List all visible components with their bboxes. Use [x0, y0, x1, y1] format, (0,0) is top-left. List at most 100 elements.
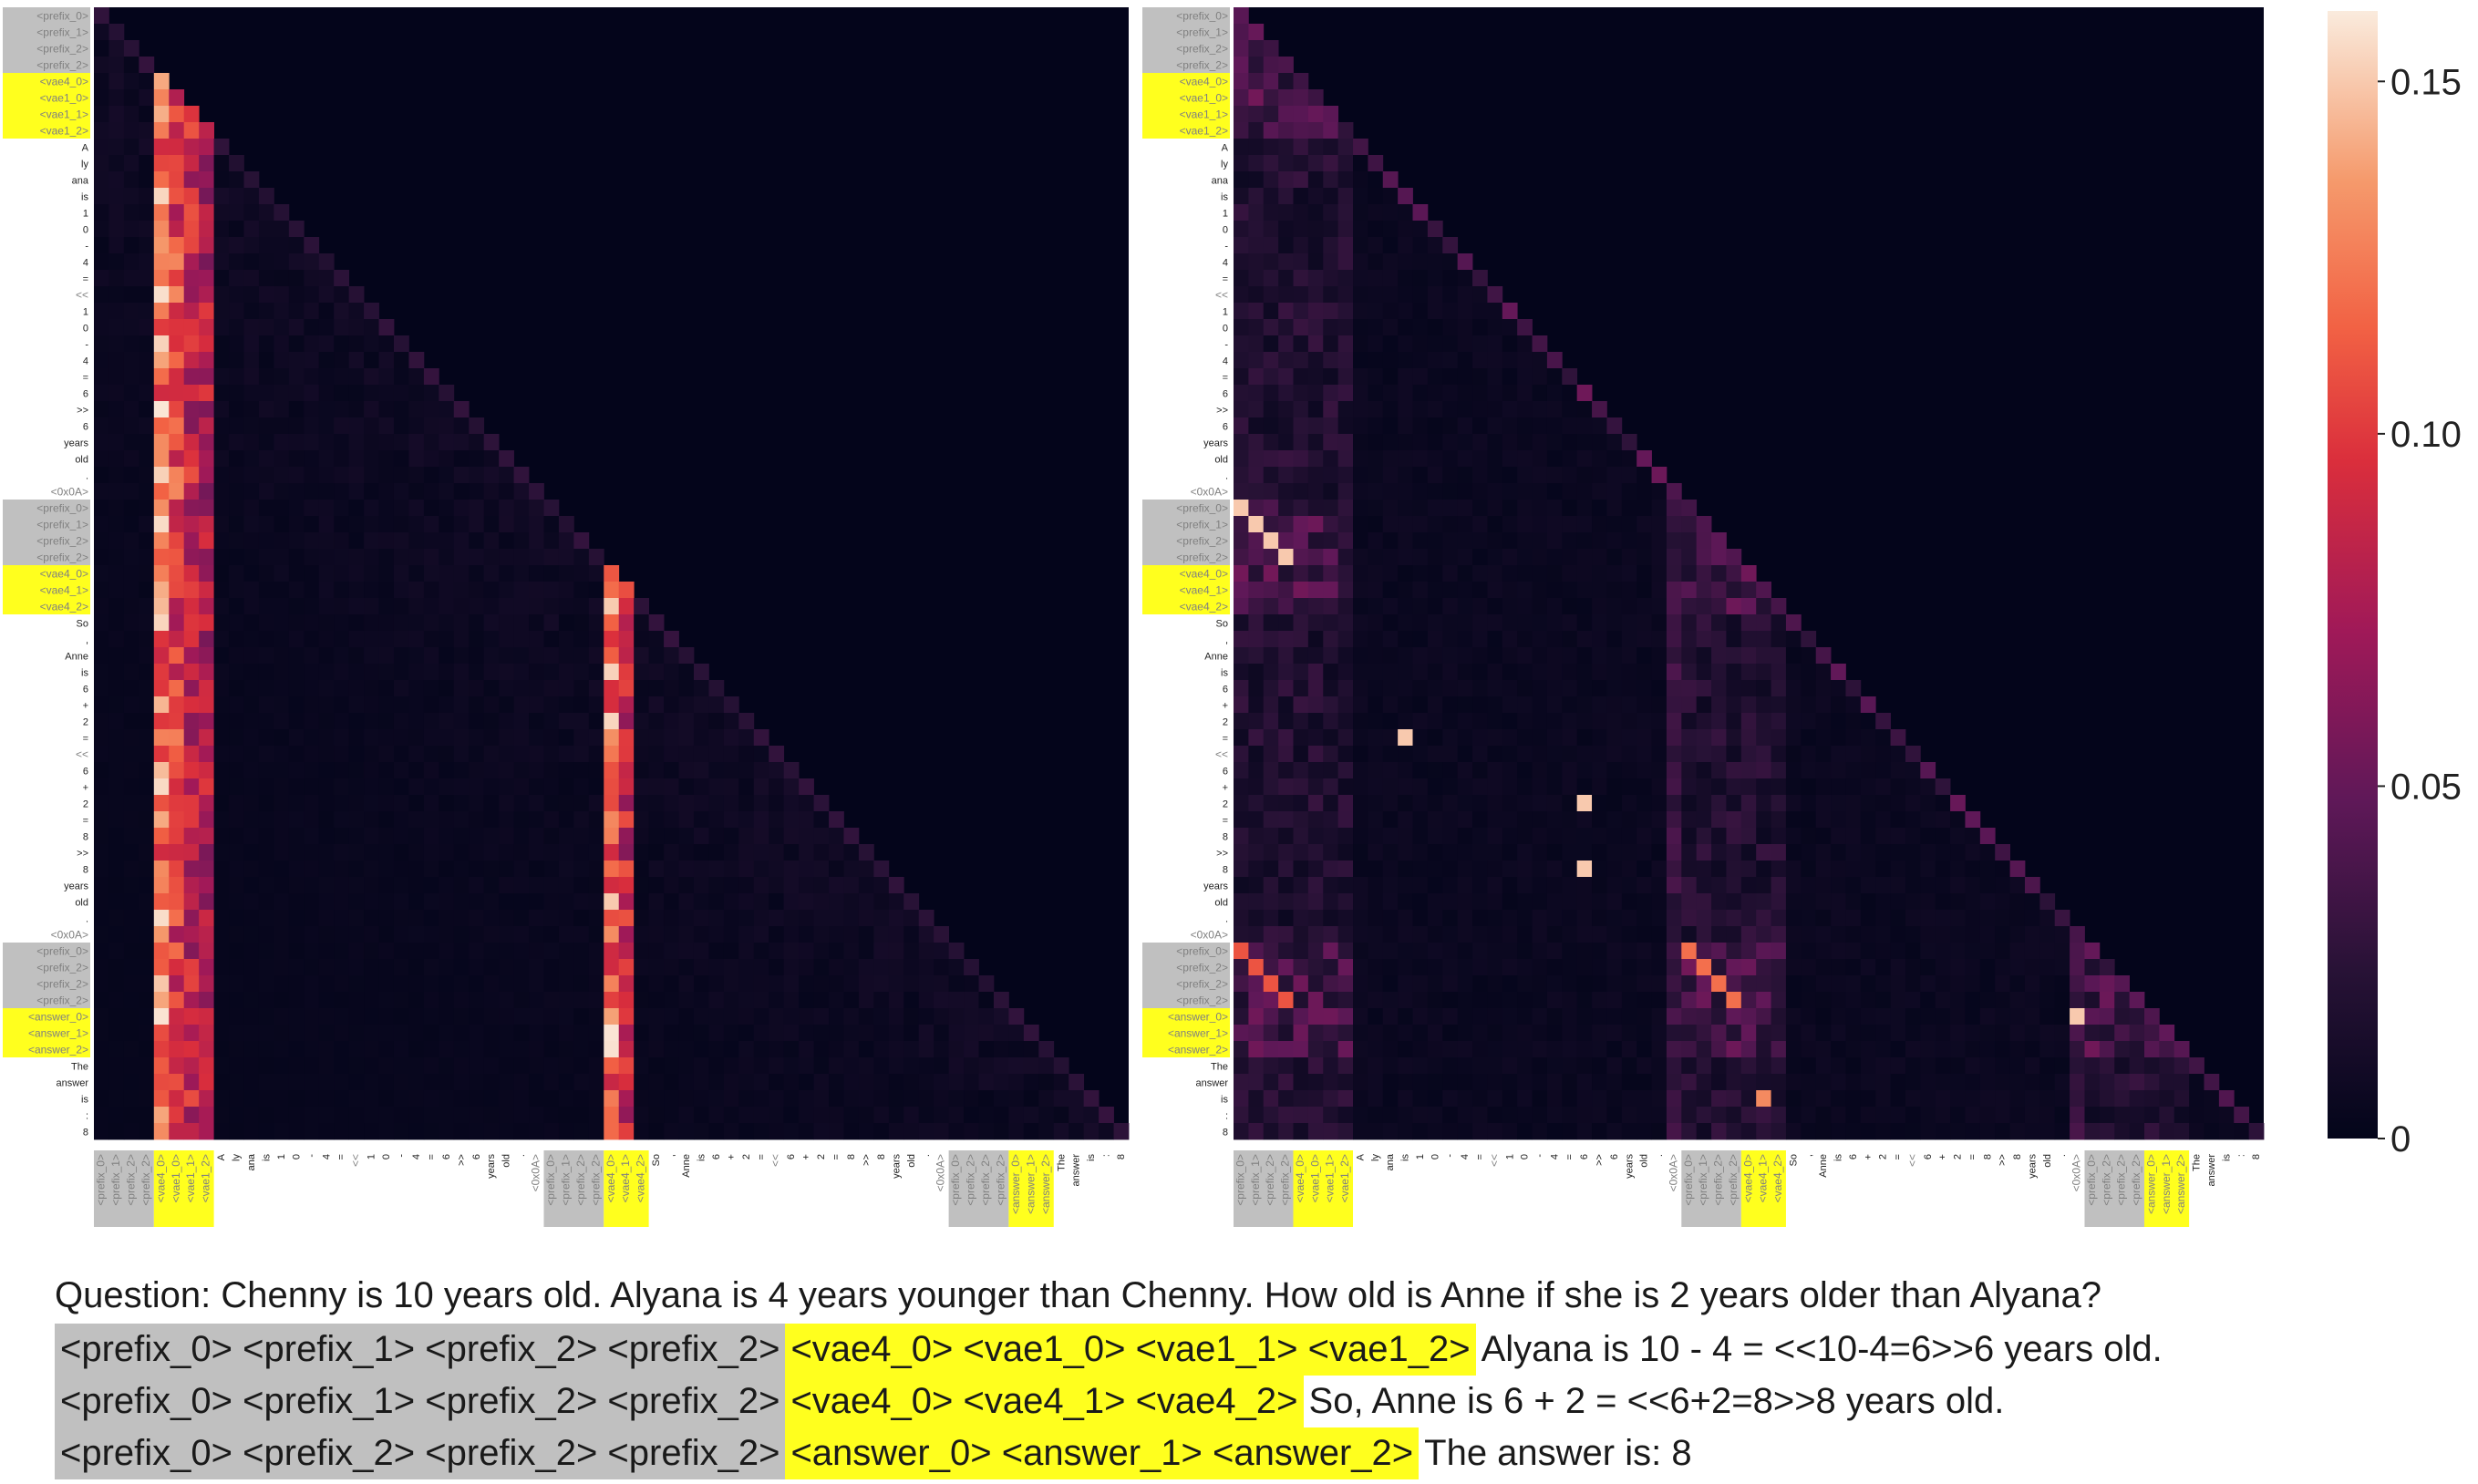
- heatmap-cell: [1637, 1074, 1652, 1091]
- heatmap-cell: [888, 1123, 904, 1140]
- heatmap-cell: [453, 1123, 470, 1140]
- heatmap-cell: [1517, 713, 1533, 730]
- heatmap-cell: [2009, 1025, 2026, 1042]
- heatmap-cell: [288, 483, 305, 500]
- heatmap-cell: [1382, 188, 1399, 205]
- heatmap-cell: [499, 778, 514, 796]
- heatmap-cell: [1666, 975, 1682, 993]
- heatmap-cell: [123, 40, 139, 57]
- heatmap-cell: [1472, 696, 1488, 714]
- heatmap-cell: [1053, 1074, 1069, 1091]
- heatmap-cell: [1472, 598, 1488, 615]
- heatmap-cell: [1427, 467, 1443, 484]
- heatmap-cell: [1801, 1090, 1817, 1108]
- heatmap-cell: [169, 303, 185, 320]
- heatmap-cell: [318, 253, 335, 271]
- heatmap-cell: [348, 664, 365, 681]
- heatmap-cell: [229, 1107, 244, 1124]
- heatmap-cell: [678, 1090, 695, 1108]
- heatmap-cell: [378, 1090, 395, 1108]
- heatmap-cell: [1248, 483, 1265, 500]
- heatmap-cell: [1845, 762, 1862, 779]
- heatmap-cell: [1353, 1107, 1368, 1124]
- heatmap-cell: [483, 959, 500, 976]
- heatmap-cell: [1382, 811, 1399, 829]
- heatmap-cell: [1740, 861, 1757, 878]
- heatmap-cell: [1696, 1107, 1712, 1124]
- heatmap-cell: [423, 943, 439, 960]
- heatmap-cell: [723, 844, 739, 861]
- heatmap-cell: [1487, 450, 1503, 468]
- heatmap-cell: [1099, 1107, 1114, 1124]
- heatmap-cell: [1517, 1025, 1533, 1042]
- heatmap-cell: [1771, 647, 1787, 665]
- heatmap-cell: [439, 1107, 455, 1124]
- heatmap-cell: [108, 1123, 125, 1140]
- heatmap-cell: [1442, 352, 1459, 369]
- heatmap-cell: [423, 631, 439, 648]
- heatmap-cell: [1398, 565, 1413, 582]
- heatmap-cell: [1546, 614, 1563, 632]
- heatmap-cell: [1323, 828, 1339, 845]
- heatmap-cell: [1337, 746, 1354, 763]
- heatmap-cell: [573, 975, 590, 993]
- heatmap-cell: [1711, 631, 1727, 648]
- heatmap-cell: [1681, 844, 1698, 861]
- heatmap-cell: [513, 975, 530, 993]
- heatmap-cell: [799, 992, 814, 1009]
- heatmap-cell: [153, 778, 170, 796]
- heatmap-cell: [1234, 844, 1249, 861]
- heatmap-cell: [1472, 270, 1488, 287]
- heatmap-cell: [94, 1090, 109, 1108]
- heatmap-cell: [1412, 828, 1429, 845]
- heatmap-cell: [274, 467, 290, 484]
- heatmap-cell: [678, 1107, 695, 1124]
- heatmap-cell: [1592, 746, 1607, 763]
- heatmap-cell: [1323, 401, 1339, 418]
- heatmap-cell: [1532, 1025, 1548, 1042]
- heatmap-cell: [1234, 811, 1249, 829]
- heatmap-cell: [318, 778, 335, 796]
- heatmap-cell: [1113, 1123, 1130, 1140]
- x-tick-label: <vae4_0>: [604, 1154, 617, 1202]
- heatmap-cell: [1307, 1090, 1324, 1108]
- heatmap-cell: [1368, 352, 1384, 369]
- heatmap-cell: [1442, 943, 1459, 960]
- heatmap-cell: [1562, 680, 1578, 697]
- heatmap-cell: [258, 1107, 274, 1124]
- heatmap-cell: [378, 762, 395, 779]
- heatmap-cell: [1472, 582, 1488, 599]
- heatmap-cell: [1263, 975, 1279, 993]
- heatmap-cell: [1771, 1123, 1787, 1140]
- y-label-group-highlight: [3, 73, 90, 139]
- heatmap-cell: [1293, 417, 1309, 435]
- heatmap-cell: [1681, 1090, 1698, 1108]
- heatmap-cell: [423, 1090, 439, 1108]
- heatmap-cell: [1293, 483, 1309, 500]
- heatmap-cell: [1398, 368, 1413, 386]
- heatmap-cell: [1023, 1090, 1039, 1108]
- heatmap-cell: [948, 975, 965, 993]
- heatmap-cell: [1368, 417, 1384, 435]
- heatmap-cell: [1845, 943, 1862, 960]
- heatmap-cell: [1263, 926, 1279, 943]
- heatmap-cell: [513, 1025, 530, 1042]
- heatmap-cell: [94, 549, 109, 566]
- heatmap-cell: [1681, 926, 1698, 943]
- heatmap-cell: [1278, 335, 1294, 353]
- heatmap-cell: [169, 1008, 185, 1025]
- heatmap-cell: [1487, 861, 1503, 878]
- y-tick-label: <prefix_0>: [36, 502, 88, 515]
- heatmap-cell: [258, 335, 274, 353]
- heatmap-cell: [1517, 532, 1533, 550]
- heatmap-cell: [1621, 778, 1637, 796]
- heatmap-cell: [1621, 1107, 1637, 1124]
- heatmap-cell: [1532, 926, 1548, 943]
- heatmap-cell: [1382, 926, 1399, 943]
- heatmap-cell: [199, 286, 214, 304]
- heatmap-cell: [1337, 598, 1354, 615]
- heatmap-cell: [1487, 565, 1503, 582]
- heatmap-cell: [469, 500, 485, 517]
- heatmap-cell: [334, 647, 350, 665]
- heatmap-cell: [1293, 696, 1309, 714]
